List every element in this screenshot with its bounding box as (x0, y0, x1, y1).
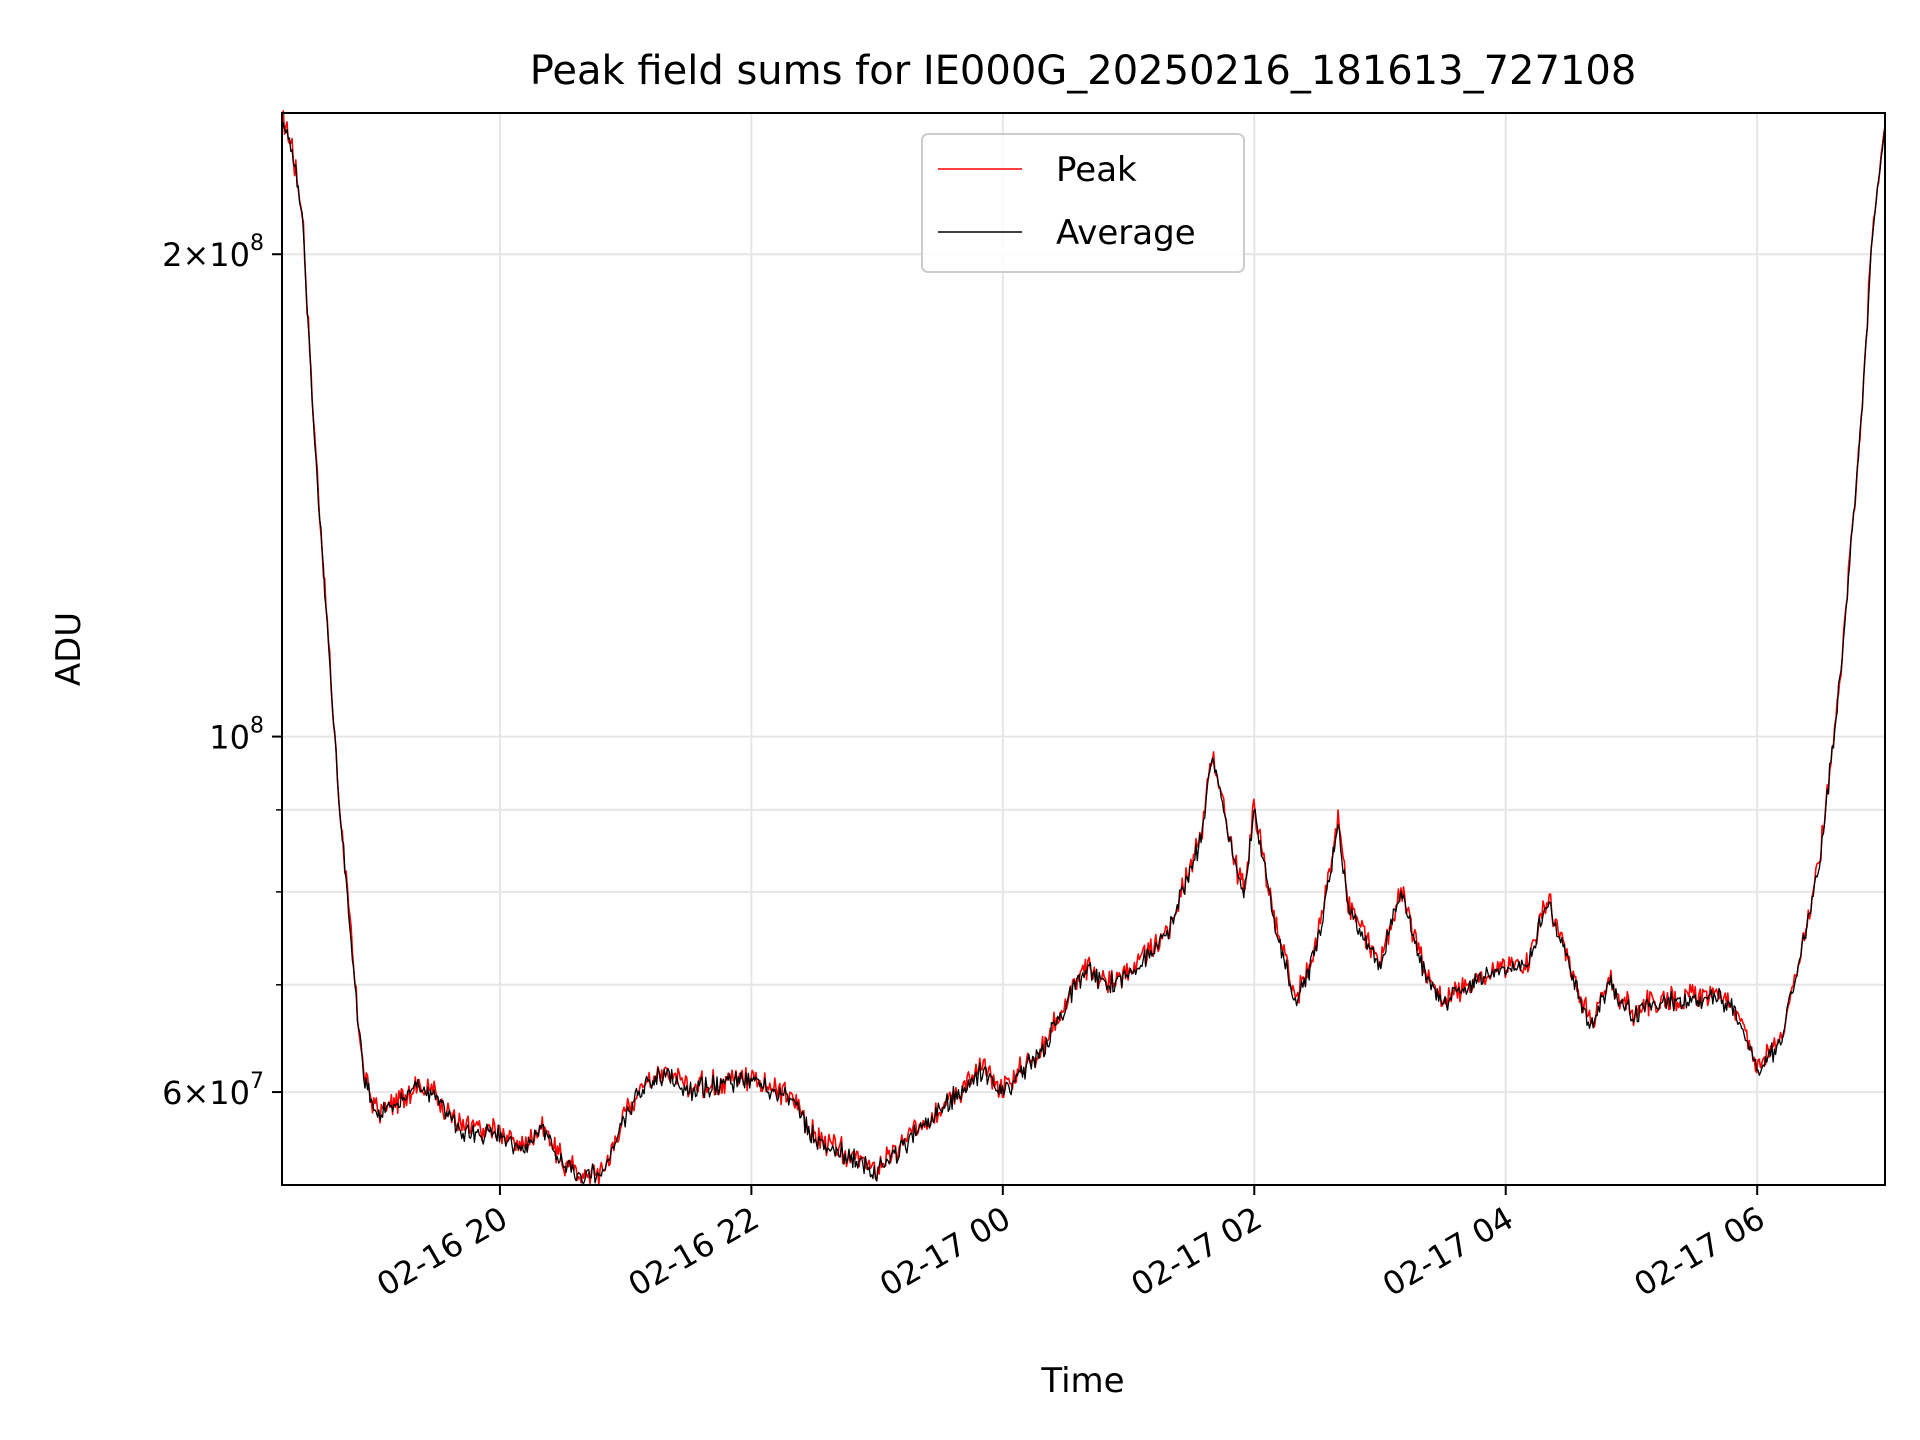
chart-title: Peak field sums for IE000G_20250216_1816… (530, 48, 1637, 94)
y-tick-label: 2×108 (162, 231, 264, 274)
legend-label-average: Average (1056, 213, 1196, 253)
x-axis-label: Time (1040, 1361, 1124, 1401)
series-layer (281, 110, 1886, 1186)
y-axis-label: ADU (49, 612, 89, 686)
grid (282, 113, 1885, 1185)
legend-label-peak: Peak (1056, 150, 1137, 190)
legend: Peak Average (921, 133, 1245, 273)
y-tick-label: 6×107 (162, 1069, 264, 1112)
y-axis-ticks: 2×108 108 6×107 (162, 231, 282, 1112)
series-line-average (281, 122, 1886, 1184)
y-tick-label: 108 (209, 714, 264, 757)
series-line-peak (281, 110, 1886, 1186)
plot-frame (281, 112, 1886, 1186)
